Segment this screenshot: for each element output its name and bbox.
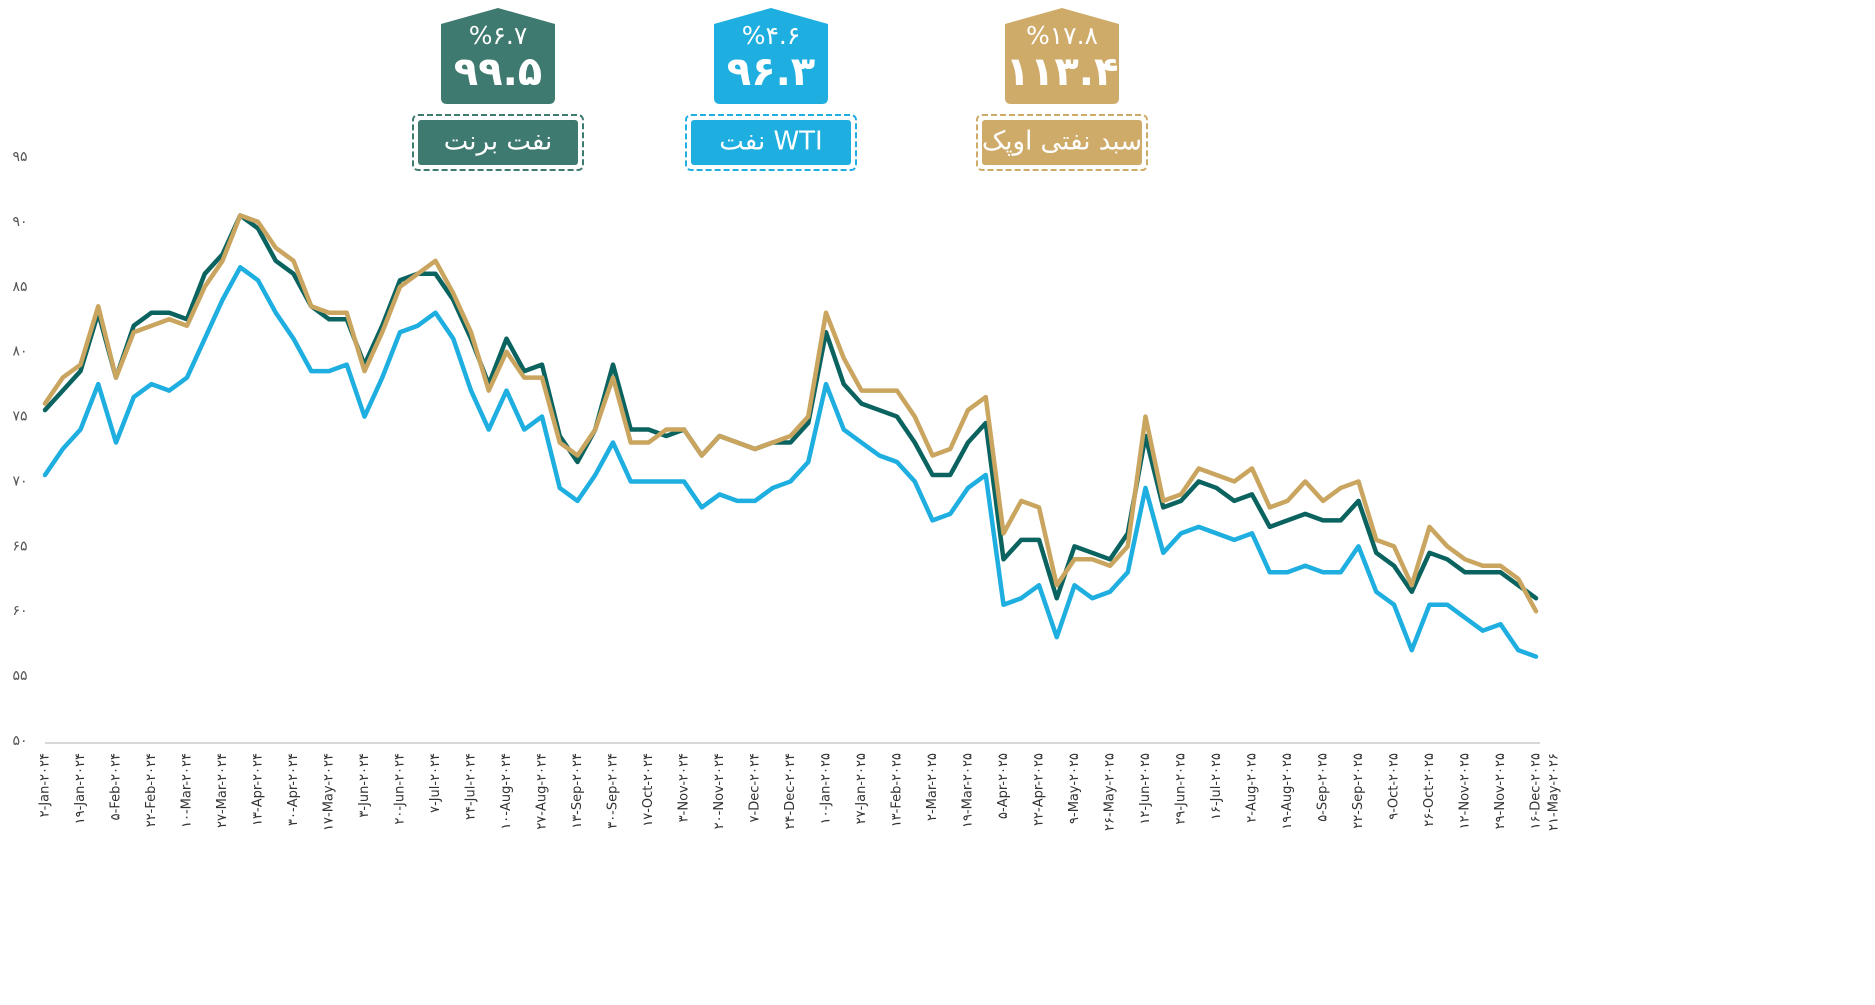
legend-swatch	[982, 120, 1142, 165]
x-tick-label: ۲۱-May-۲۰۲۶	[1546, 753, 1561, 831]
x-tick-label: ۲۴-Jul-۲۰۲۴	[464, 753, 479, 820]
x-tick-label: ۳-Jun-۲۰۲۴	[357, 753, 372, 818]
badge-value: ۹۶.۳	[727, 49, 815, 95]
series-line	[42, 213, 1539, 601]
y-tick-label: ۶۰	[12, 603, 27, 619]
x-tick-label: ۲۹-Jun-۲۰۲۵	[1174, 753, 1189, 825]
legend-label: سبد نفتی اوپک	[982, 127, 1142, 157]
y-tick-label: ۵۰	[12, 733, 27, 749]
y-tick-label: ۹۵	[12, 149, 27, 165]
x-tick-label: ۱۰-Aug-۲۰۲۴	[499, 753, 514, 830]
badge-shape	[714, 8, 828, 104]
x-tick-label: ۲-Mar-۲۰۲۵	[925, 753, 940, 821]
x-tick-label: ۳-Nov-۲۰۲۴	[677, 753, 692, 822]
x-tick-label: ۳۰-Apr-۲۰۲۴	[286, 753, 301, 826]
y-tick-label: ۷۵	[12, 409, 27, 425]
x-tick-label: ۲۷-Jan-۲۰۲۵	[854, 753, 869, 824]
badge-value: ۹۹.۵	[454, 49, 542, 95]
y-tick-label: ۸۵	[12, 279, 27, 295]
x-tick-label: ۱۳-Feb-۲۰۲۵	[890, 753, 905, 827]
legend-label: نفت برنت	[444, 127, 553, 157]
x-tick-label: ۱۷-May-۲۰۲۴	[322, 753, 337, 831]
legend-swatch	[418, 120, 578, 165]
x-tick-label: ۱۹-Jan-۲۰۲۴	[73, 753, 88, 824]
x-tick-label: ۲۶-Oct-۲۰۲۵	[1422, 753, 1437, 827]
x-tick-label: ۲۷-Mar-۲۰۲۴	[215, 753, 230, 828]
x-tick-label: ۱۷-Oct-۲۰۲۴	[641, 753, 656, 827]
x-tick-label: ۹-May-۲۰۲۵	[1067, 753, 1082, 824]
x-tick-label: ۱۰-Jan-۲۰۲۵	[819, 753, 834, 824]
legend-frame	[976, 114, 1148, 171]
y-tick-label: ۸۰	[12, 344, 27, 360]
x-tick-label: ۵-Apr-۲۰۲۵	[996, 753, 1011, 819]
x-tick-label: ۲۲-Apr-۲۰۲۵	[1032, 753, 1047, 826]
x-tick-label: ۱۳-Sep-۲۰۲۴	[570, 753, 585, 829]
x-tick-label: ۱۶-Jul-۲۰۲۵	[1209, 753, 1224, 820]
legend-frame	[685, 114, 857, 171]
legend-frame	[412, 114, 584, 171]
x-tick-label: ۵-Sep-۲۰۲۵	[1316, 753, 1331, 822]
badge-shape	[1005, 8, 1119, 104]
x-tick-label: ۷-Jul-۲۰۲۴	[428, 753, 443, 813]
badge-shape	[441, 8, 555, 104]
x-tick-label: ۱۲-Nov-۲۰۲۵	[1458, 753, 1473, 829]
y-tick-label: ۵۵	[12, 668, 27, 684]
x-tick-label: ۲-Aug-۲۰۲۵	[1245, 753, 1260, 823]
x-tick-label: ۲۰-Nov-۲۰۲۴	[712, 753, 727, 829]
x-tick-label: ۲۷-Aug-۲۰۲۴	[535, 753, 550, 830]
x-tick-label: ۱۶-Dec-۲۰۲۵	[1529, 753, 1544, 829]
legend-badge: %۴.۶۹۶.۳ نفت WTI	[685, 8, 857, 171]
x-tick-label: ۱۹-Aug-۲۰۲۵	[1280, 753, 1295, 830]
x-tick-label: ۲۶-May-۲۰۲۵	[1103, 753, 1118, 831]
legend-swatch	[691, 120, 851, 165]
series-line	[42, 213, 1539, 614]
x-tick-label: ۲۲-Feb-۲۰۲۴	[144, 753, 159, 827]
x-tick-label: ۲-Jan-۲۰۲۴	[38, 753, 53, 817]
legend-label: نفت WTI	[719, 127, 822, 157]
x-tick-label: ۲۰-Jun-۲۰۲۴	[393, 753, 408, 825]
x-tick-label: ۲۹-Nov-۲۰۲۵	[1493, 753, 1508, 829]
badge-change: %۱۷.۸	[1026, 21, 1098, 50]
x-tick-label: ۱۹-Mar-۲۰۲۵	[961, 753, 976, 828]
y-tick-label: ۷۰	[12, 473, 27, 489]
x-tick-label: ۱۳-Apr-۲۰۲۴	[251, 753, 266, 826]
badge-change: %۶.۷	[469, 21, 528, 50]
x-tick-label: ۹-Oct-۲۰۲۵	[1387, 753, 1402, 820]
x-tick-label: ۱۲-Jun-۲۰۲۵	[1138, 753, 1153, 825]
x-tick-label: ۵-Feb-۲۰۲۴	[109, 753, 124, 820]
x-tick-label: ۷-Dec-۲۰۲۴	[748, 753, 763, 822]
badge-value: ۱۱۳.۴	[1006, 49, 1119, 95]
x-tick-label: ۲۴-Dec-۲۰۲۴	[783, 753, 798, 829]
legend-badge: %۶.۷۹۹.۵ نفت برنت	[412, 8, 584, 171]
x-tick-label: ۱۰-Mar-۲۰۲۴	[180, 753, 195, 828]
badge-change: %۴.۶	[742, 21, 801, 50]
x-tick-label: ۲۲-Sep-۲۰۲۵	[1351, 753, 1366, 829]
series-line	[42, 265, 1539, 659]
y-tick-label: ۶۵	[12, 538, 27, 554]
y-tick-label: ۹۰	[12, 214, 27, 230]
x-tick-label: ۳۰-Sep-۲۰۲۴	[606, 753, 621, 829]
